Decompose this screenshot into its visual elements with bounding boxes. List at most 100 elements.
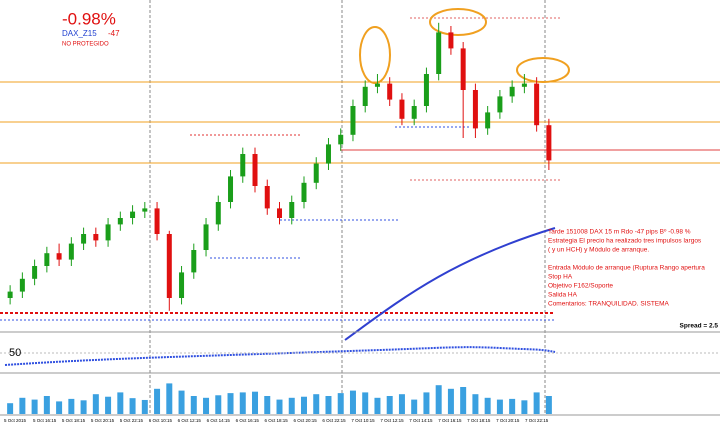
symbol: DAX_Z15 bbox=[62, 29, 97, 38]
candle-body bbox=[44, 253, 50, 266]
volume-bar bbox=[472, 394, 479, 414]
candle-body bbox=[387, 83, 393, 100]
candle-body bbox=[534, 83, 540, 126]
x-tick-label: 7 Oct 16:15 bbox=[438, 418, 462, 423]
pips: -47 bbox=[108, 29, 120, 38]
candle-body bbox=[301, 182, 307, 202]
candle-body bbox=[448, 32, 454, 49]
volume-bar bbox=[545, 396, 552, 414]
candle-body bbox=[166, 234, 172, 298]
candle-body bbox=[191, 250, 197, 273]
candle-body bbox=[81, 234, 87, 244]
volume-bar bbox=[190, 396, 197, 414]
candle-body bbox=[399, 99, 405, 119]
candle-body bbox=[130, 211, 136, 218]
annotation-text: Comentarios: TRANQUILIDAD. SISTEMA bbox=[548, 301, 670, 308]
volume-bar bbox=[166, 383, 173, 414]
volume-bar bbox=[509, 398, 516, 414]
volume-bar bbox=[337, 393, 344, 414]
candle-body bbox=[203, 224, 209, 250]
annotation-text: Entrada Módulo de arranque (Ruptura Rang… bbox=[548, 265, 705, 272]
volume-bar bbox=[386, 396, 393, 414]
volume-bar bbox=[398, 394, 405, 414]
x-tick-label: 6 Oct 18:15 bbox=[265, 418, 289, 423]
x-tick-label: 7 Oct 18:15 bbox=[467, 418, 491, 423]
candle-body bbox=[423, 74, 429, 106]
candle-body bbox=[362, 86, 368, 106]
x-tick-label: 7 Oct 14:15 bbox=[409, 418, 433, 423]
candle-body bbox=[154, 208, 160, 234]
volume-bar bbox=[496, 399, 503, 414]
candle-body bbox=[252, 154, 258, 186]
candle-body bbox=[68, 243, 74, 260]
candle-body bbox=[277, 208, 282, 218]
candle-body bbox=[546, 125, 552, 161]
volume-bar bbox=[31, 399, 38, 414]
candle-body bbox=[289, 202, 295, 218]
volume-bar bbox=[92, 394, 99, 414]
volume-bar bbox=[423, 392, 430, 414]
x-tick-label: 7 Oct 22:15 bbox=[525, 418, 549, 423]
x-tick-label: 6 Oct 20:15 bbox=[293, 418, 317, 423]
volume-bar bbox=[117, 392, 124, 414]
volume-bar bbox=[264, 396, 271, 414]
candle-body bbox=[313, 163, 319, 183]
volume-bar bbox=[105, 396, 112, 414]
volume-bar bbox=[276, 399, 283, 414]
candle-body bbox=[338, 134, 344, 145]
candle-body bbox=[472, 90, 478, 129]
x-tick-label: 6 Oct 22:15 bbox=[322, 418, 346, 423]
candle-body bbox=[264, 186, 270, 209]
volume-bar bbox=[203, 397, 210, 414]
x-tick-label: 6 Oct 16:15 bbox=[236, 418, 260, 423]
candle-body bbox=[436, 32, 442, 74]
volume-bar bbox=[374, 397, 381, 414]
candle-body bbox=[56, 253, 62, 260]
volume-bar bbox=[313, 394, 320, 414]
candle-body bbox=[411, 106, 417, 119]
highlight-ellipse bbox=[516, 57, 570, 83]
candle-body bbox=[117, 218, 123, 225]
volume-bar bbox=[68, 398, 75, 414]
x-tick-label: 6 Oct 12:15 bbox=[178, 418, 202, 423]
candle-body bbox=[228, 176, 234, 202]
annotation-text: Objetivo F162/Soporte bbox=[548, 283, 613, 290]
volume-bar bbox=[129, 398, 136, 414]
candle-body bbox=[485, 112, 491, 129]
volume-bar bbox=[288, 397, 295, 414]
volume-bar bbox=[154, 388, 161, 414]
candle-body bbox=[460, 48, 466, 90]
candle-body bbox=[179, 272, 185, 298]
candle-body bbox=[19, 278, 25, 292]
annotation-text: Estrategia El precio ha realizado tres i… bbox=[548, 238, 702, 245]
volume-bar bbox=[325, 396, 332, 414]
candle-body bbox=[497, 96, 503, 113]
volume-bar bbox=[43, 396, 50, 414]
candle-body bbox=[325, 144, 331, 164]
volume-bar bbox=[460, 387, 467, 414]
x-tick-label: 7 Oct 12:15 bbox=[380, 418, 404, 423]
annotation-text: ( y un HCH) y Módulo de arranque. bbox=[548, 247, 649, 254]
spread: Spread = 2.5 bbox=[680, 323, 719, 330]
volume-bar bbox=[19, 397, 26, 414]
volume-bar bbox=[56, 401, 63, 414]
volume-bar bbox=[521, 400, 528, 414]
candle-body bbox=[521, 83, 527, 87]
x-tick-label: 5 Oct 16:15 bbox=[33, 418, 57, 423]
volume-bar bbox=[484, 397, 491, 414]
candle-body bbox=[240, 154, 246, 177]
volume-bar bbox=[178, 390, 185, 414]
volume-bar bbox=[435, 385, 442, 414]
candle-body bbox=[142, 208, 148, 212]
indicator-line bbox=[4, 346, 556, 366]
volume-bar bbox=[349, 390, 356, 414]
x-tick-label: 7 Oct 20:15 bbox=[496, 418, 520, 423]
volume-bar bbox=[239, 392, 246, 414]
candle-body bbox=[93, 234, 99, 241]
volume-bar bbox=[447, 388, 454, 414]
candle-body bbox=[105, 224, 111, 241]
x-tick-label: 5 Oct 20:15 bbox=[91, 418, 115, 423]
volume-bar bbox=[362, 392, 369, 414]
volume-bar bbox=[7, 403, 14, 414]
